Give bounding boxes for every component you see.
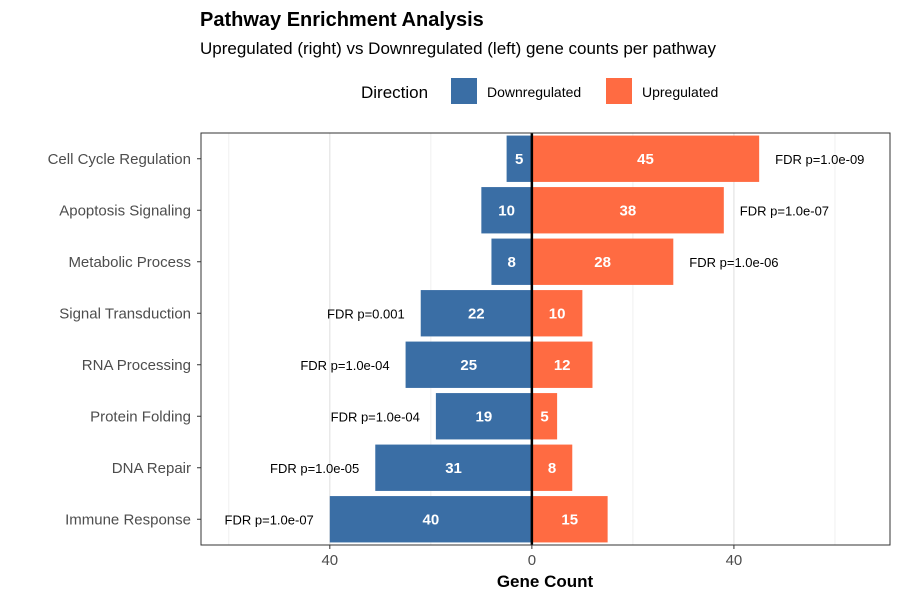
bar-downregulated	[506, 135, 532, 182]
fdr-annotation: FDR p=1.0e-06	[689, 255, 778, 270]
y-tick-label: Apoptosis Signaling	[59, 202, 191, 219]
data-label-downregulated: 10	[498, 202, 515, 219]
y-tick-label: Signal Transduction	[59, 305, 191, 322]
bar-upregulated	[531, 187, 724, 234]
data-label-upregulated: 28	[594, 254, 611, 271]
data-label-upregulated: 5	[540, 408, 548, 425]
fdr-annotation: FDR p=1.0e-07	[740, 203, 829, 218]
y-tick-label: RNA Processing	[82, 357, 191, 374]
data-label-upregulated: 15	[561, 511, 578, 528]
fdr-annotation: FDR p=1.0e-04	[300, 358, 389, 373]
bar-downregulated	[375, 444, 532, 491]
data-label-downregulated: 31	[445, 460, 462, 477]
legend-label-upregulated: Upregulated	[642, 84, 718, 100]
bar-downregulated	[405, 341, 532, 388]
bar-upregulated	[531, 290, 583, 337]
data-label-downregulated: 5	[515, 151, 523, 168]
fdr-annotation: FDR p=1.0e-04	[331, 409, 420, 424]
legend-label-downregulated: Downregulated	[487, 84, 581, 100]
fdr-annotation: FDR p=1.0e-07	[225, 512, 314, 527]
chart-subtitle: Upregulated (right) vs Downregulated (le…	[200, 39, 716, 58]
x-tick-label: 40	[321, 552, 338, 569]
x-axis-label: Gene Count	[497, 572, 594, 591]
bar-upregulated	[531, 496, 608, 543]
fdr-annotation: FDR p=1.0e-09	[775, 152, 864, 167]
data-label-upregulated: 10	[549, 305, 566, 322]
data-label-upregulated: 12	[554, 357, 571, 374]
bar-downregulated	[420, 290, 532, 337]
data-label-downregulated: 19	[476, 408, 493, 425]
y-tick-label: DNA Repair	[112, 460, 191, 477]
panel-border	[200, 132, 891, 546]
y-tick-label: Metabolic Process	[68, 254, 191, 271]
bar-upregulated	[531, 393, 558, 440]
data-label-downregulated: 8	[507, 254, 515, 271]
bar-downregulated	[435, 393, 532, 440]
bar-downregulated	[491, 238, 532, 285]
legend-title: Direction	[361, 83, 428, 102]
fdr-annotation: FDR p=0.001	[327, 306, 405, 321]
bar-upregulated	[531, 341, 593, 388]
bar-upregulated	[531, 444, 573, 491]
data-label-downregulated: 40	[422, 511, 439, 528]
legend-key-downregulated	[451, 78, 477, 104]
data-label-upregulated: 38	[619, 202, 636, 219]
bar-upregulated	[531, 135, 760, 182]
x-tick-label: 0	[528, 552, 536, 569]
data-label-downregulated: 25	[460, 357, 477, 374]
bar-upregulated	[531, 238, 674, 285]
bar-downregulated	[329, 496, 532, 543]
bar-downregulated	[481, 187, 532, 234]
chart-title: Pathway Enrichment Analysis	[200, 9, 484, 31]
data-label-upregulated: 45	[637, 151, 654, 168]
fdr-annotation: FDR p=1.0e-05	[270, 461, 359, 476]
y-tick-label: Immune Response	[65, 511, 191, 528]
x-tick-label: 40	[726, 552, 743, 569]
data-label-downregulated: 22	[468, 305, 485, 322]
data-label-upregulated: 8	[548, 460, 556, 477]
legend-key-upregulated	[606, 78, 632, 104]
y-tick-label: Protein Folding	[90, 408, 191, 425]
y-tick-label: Cell Cycle Regulation	[48, 151, 191, 168]
